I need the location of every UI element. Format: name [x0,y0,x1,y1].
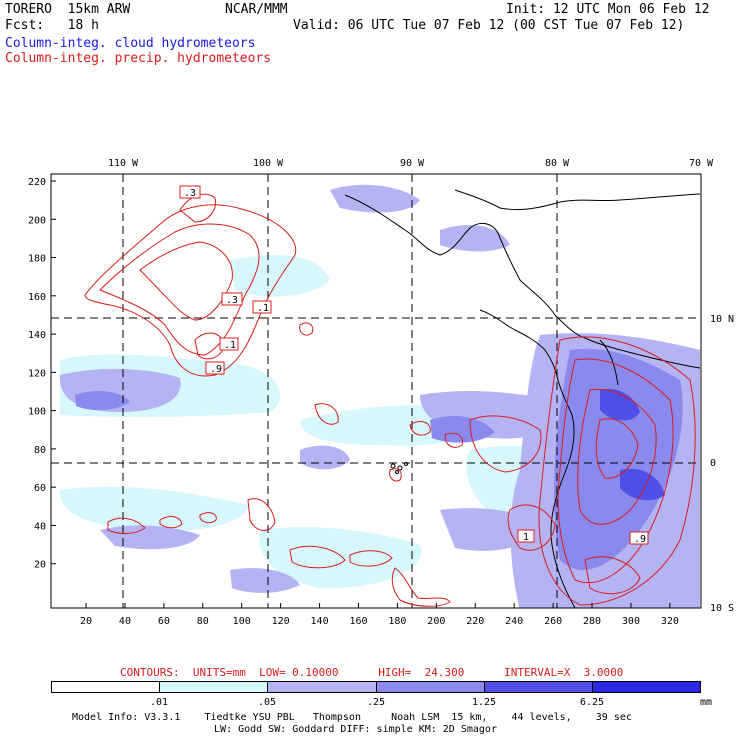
legend-swatch [484,682,593,692]
legend-swatch [376,682,485,692]
physics-info: LW: Godd SW: Goddard DIFF: simple KM: 2D… [214,724,497,735]
y-tick-label: 40 [34,521,46,532]
x-tick-label: 160 [349,616,367,627]
lon-label: 90 W [400,158,425,169]
x-tick-label: 240 [505,616,523,627]
legend-label: 1.25 [471,697,497,708]
contour-label: .1 [257,303,269,314]
contour-info: CONTOURS: UNITS=mm LOW= 0.10000 HIGH= 24… [120,666,624,679]
legend-colorbar [51,681,701,693]
y-tick-label: 140 [28,330,46,341]
lat-label: 10 N [710,314,734,325]
legend-label: .01 [149,697,169,708]
x-tick-label: 300 [622,616,640,627]
y-tick-label: 180 [28,254,46,265]
legend-swatch [160,682,269,692]
x-tick-label: 80 [197,616,209,627]
galapagos [390,462,408,474]
lon-label: 100 W [253,158,284,169]
cloud-deep-shading [75,348,683,570]
contour-label: .9 [210,364,222,375]
x-tick-label: 100 [233,616,251,627]
x-tick-label: 20 [80,616,92,627]
lon-label: 70 W [689,158,714,169]
y-tick-label: 100 [28,407,46,418]
contour-label: .9 [634,534,646,545]
x-tick-label: 120 [272,616,290,627]
legend-swatch [52,682,161,692]
center-name: NCAR/MMM [225,2,288,17]
contour-label-group: .3 .3 .1 .1 .9 1 .9 [179,185,649,545]
y-tick-label: 160 [28,292,46,303]
map-panel: 110 W 100 W 90 W 80 W 70 W 10 N 0 10 S [0,150,740,630]
x-tick-label: 60 [158,616,170,627]
x-tick-label: 220 [466,616,484,627]
left-tick-group: 220 200 180 160 140 120 100 80 60 40 20 [28,177,56,571]
contour-label: .1 [224,340,236,351]
lon-label: 80 W [545,158,570,169]
legend-label: 6.25 [579,697,605,708]
x-tick-label: 320 [661,616,679,627]
field-cloud-label: Column-integ. cloud hydrometeors [5,36,256,51]
legend-swatch [268,682,377,692]
field-precip-label: Column-integ. precip. hydrometeors [5,51,272,66]
x-tick-label: 40 [119,616,131,627]
legend-label: .25 [366,697,386,708]
y-tick-label: 220 [28,177,46,188]
x-tick-label: 280 [583,616,601,627]
y-tick-label: 60 [34,483,46,494]
legend-label: .05 [257,697,277,708]
x-tick-label: 200 [427,616,445,627]
lat-label: 10 S [710,603,734,614]
x-tick-label: 140 [311,616,329,627]
model-name: TORERO 15km ARW [5,2,131,17]
y-tick-label: 80 [34,445,46,456]
map-field: .3 .3 .1 .1 .9 1 .9 [51,174,701,608]
y-tick-label: 120 [28,368,46,379]
contour-label: .3 [226,295,238,306]
x-tick-label: 260 [544,616,562,627]
legend-swatch [592,682,701,692]
bottom-tick-group: 20 40 60 80 100 120 140 160 180 200 220 240 260 280 30… [80,603,679,627]
cloud-intense-shading [600,388,665,501]
legend-unit: mm [699,697,713,708]
graticule [51,174,701,608]
model-info: Model Info: V3.3.1 Tiedtke YSU PBL Thomp… [72,712,632,723]
map-frame [50,173,702,609]
y-tick-label: 20 [34,560,46,571]
forecast-hour: Fcst: 18 h [5,18,99,33]
init-time: Init: 12 UTC Mon 06 Feb 12 [506,2,710,17]
y-tick-label: 200 [28,215,46,226]
valid-time: Valid: 06 UTC Tue 07 Feb 12 (00 CST Tue … [293,18,685,33]
contour-label: .3 [184,188,196,199]
contour-label: 1 [523,532,529,543]
lon-label: 110 W [108,158,139,169]
map-svg: 110 W 100 W 90 W 80 W 70 W 10 N 0 10 S [28,158,734,627]
lat-label: 0 [710,458,716,469]
x-tick-label: 180 [388,616,406,627]
